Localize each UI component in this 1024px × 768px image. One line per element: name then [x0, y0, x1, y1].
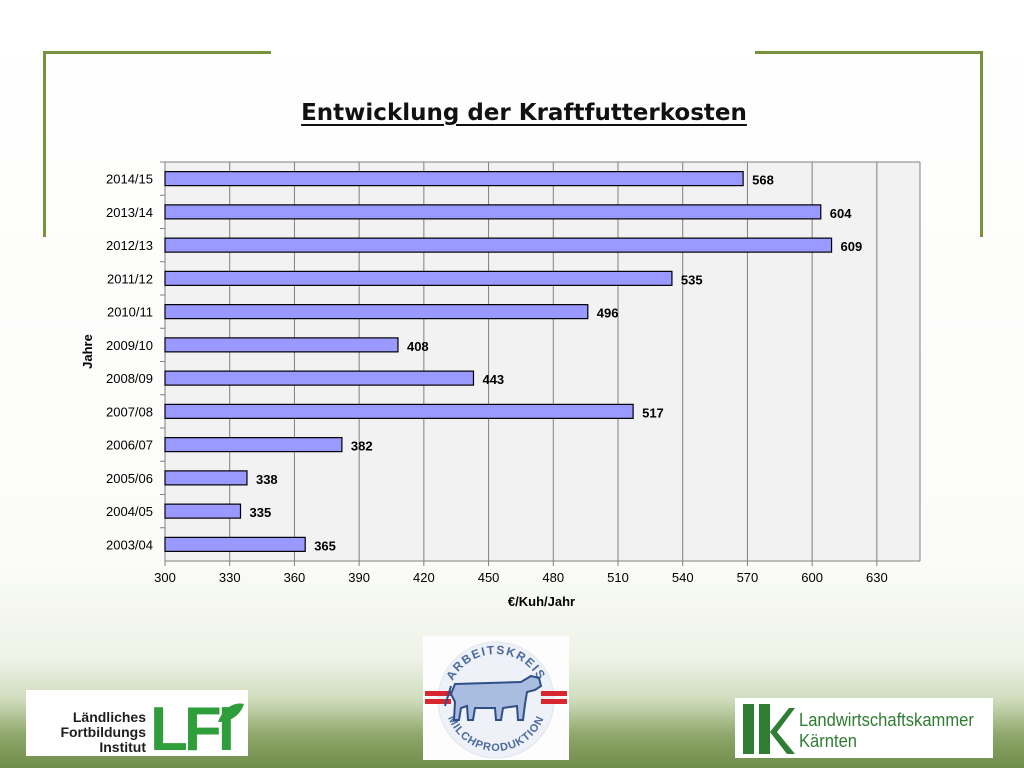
- y-tick-label: 2005/06: [106, 471, 153, 486]
- bar: [164, 403, 634, 419]
- data-label: 338: [256, 472, 278, 487]
- data-label: 609: [841, 239, 863, 254]
- lfi-mark-icon: LFI: [150, 695, 244, 754]
- data-label: 335: [250, 505, 272, 520]
- y-tick-label: 2009/10: [106, 338, 153, 353]
- y-tick-label: 2006/07: [106, 438, 153, 453]
- y-tick-label: 2014/15: [106, 172, 153, 187]
- y-tick-label: 2011/12: [107, 271, 153, 286]
- lk-logo-text: Landwirtschaftskammer Kärnten: [799, 710, 974, 752]
- lk-text-line2: Kärnten: [799, 731, 858, 751]
- data-label: 382: [351, 439, 373, 454]
- lfi-logo-text: Ländliches Fortbildungs Institut: [60, 709, 146, 755]
- slide-title: Entwicklung der Kraftfutterkosten: [301, 100, 747, 126]
- data-label: 535: [681, 272, 703, 287]
- bar: [164, 270, 673, 286]
- bar: [164, 536, 306, 552]
- bar: [164, 304, 589, 320]
- y-tick-label: 2012/13: [106, 238, 153, 253]
- x-tick-label: 420: [413, 570, 435, 585]
- bar: [164, 237, 833, 253]
- x-tick-label: 480: [542, 570, 564, 585]
- data-label: 365: [314, 538, 336, 553]
- bar: [164, 204, 822, 220]
- arbeitskreis-logo: ARBEITSKREIS MILCHPRODUKTION: [423, 636, 569, 760]
- x-tick-label: 630: [866, 570, 888, 585]
- x-tick-label: 300: [154, 570, 176, 585]
- y-tick-label: 2003/04: [106, 537, 153, 552]
- x-tick-label: 510: [607, 570, 629, 585]
- bar: [164, 370, 475, 386]
- y-tick-label: 2008/09: [106, 371, 153, 386]
- data-label: 408: [407, 339, 429, 354]
- x-tick-label: 600: [801, 570, 823, 585]
- x-tick-label: 390: [348, 570, 370, 585]
- lfi-logo: Ländliches Fortbildungs Institut LFI: [26, 690, 248, 756]
- data-label: 604: [830, 206, 852, 221]
- frame-top-right: [755, 51, 983, 54]
- x-tick-label: 360: [284, 570, 306, 585]
- y-tick-label: 2013/14: [106, 205, 153, 220]
- plot-area: [165, 162, 920, 561]
- x-tick-label: 570: [737, 570, 759, 585]
- frame-top-left: [43, 51, 271, 54]
- x-axis-title: €/Kuh/Jahr: [508, 594, 575, 609]
- data-label: 517: [642, 405, 664, 420]
- x-tick-label: 450: [478, 570, 500, 585]
- bar: [164, 171, 744, 187]
- data-label: 443: [482, 372, 504, 387]
- frame-right: [980, 51, 983, 237]
- y-axis-title: Jahre: [80, 334, 95, 369]
- lk-mark-icon: [743, 704, 795, 754]
- y-tick-label: 2010/11: [107, 305, 153, 320]
- arbeitskreis-emblem: ARBEITSKREIS MILCHPRODUKTION: [425, 641, 567, 759]
- x-tick-label: 540: [672, 570, 694, 585]
- lfi-mark-text: LFI: [150, 695, 232, 754]
- bar: [164, 470, 248, 486]
- bar: [164, 437, 343, 453]
- bar: [164, 503, 242, 519]
- data-label: 568: [752, 173, 774, 188]
- bar: [164, 337, 399, 353]
- y-tick-label: 2007/08: [106, 404, 153, 419]
- frame-left: [43, 51, 46, 237]
- x-tick-label: 330: [219, 570, 241, 585]
- lk-logo: Landwirtschaftskammer Kärnten: [735, 698, 993, 758]
- leaf-icon: [218, 703, 244, 722]
- cow-icon: [444, 674, 543, 721]
- y-tick-label: 2004/05: [106, 504, 153, 519]
- data-label: 496: [597, 306, 619, 321]
- bar-chart: 300 330 360 390 420 450 480 510 540 570 600 630 2014…: [80, 161, 921, 609]
- lk-text-line1: Landwirtschaftskammer: [799, 710, 974, 730]
